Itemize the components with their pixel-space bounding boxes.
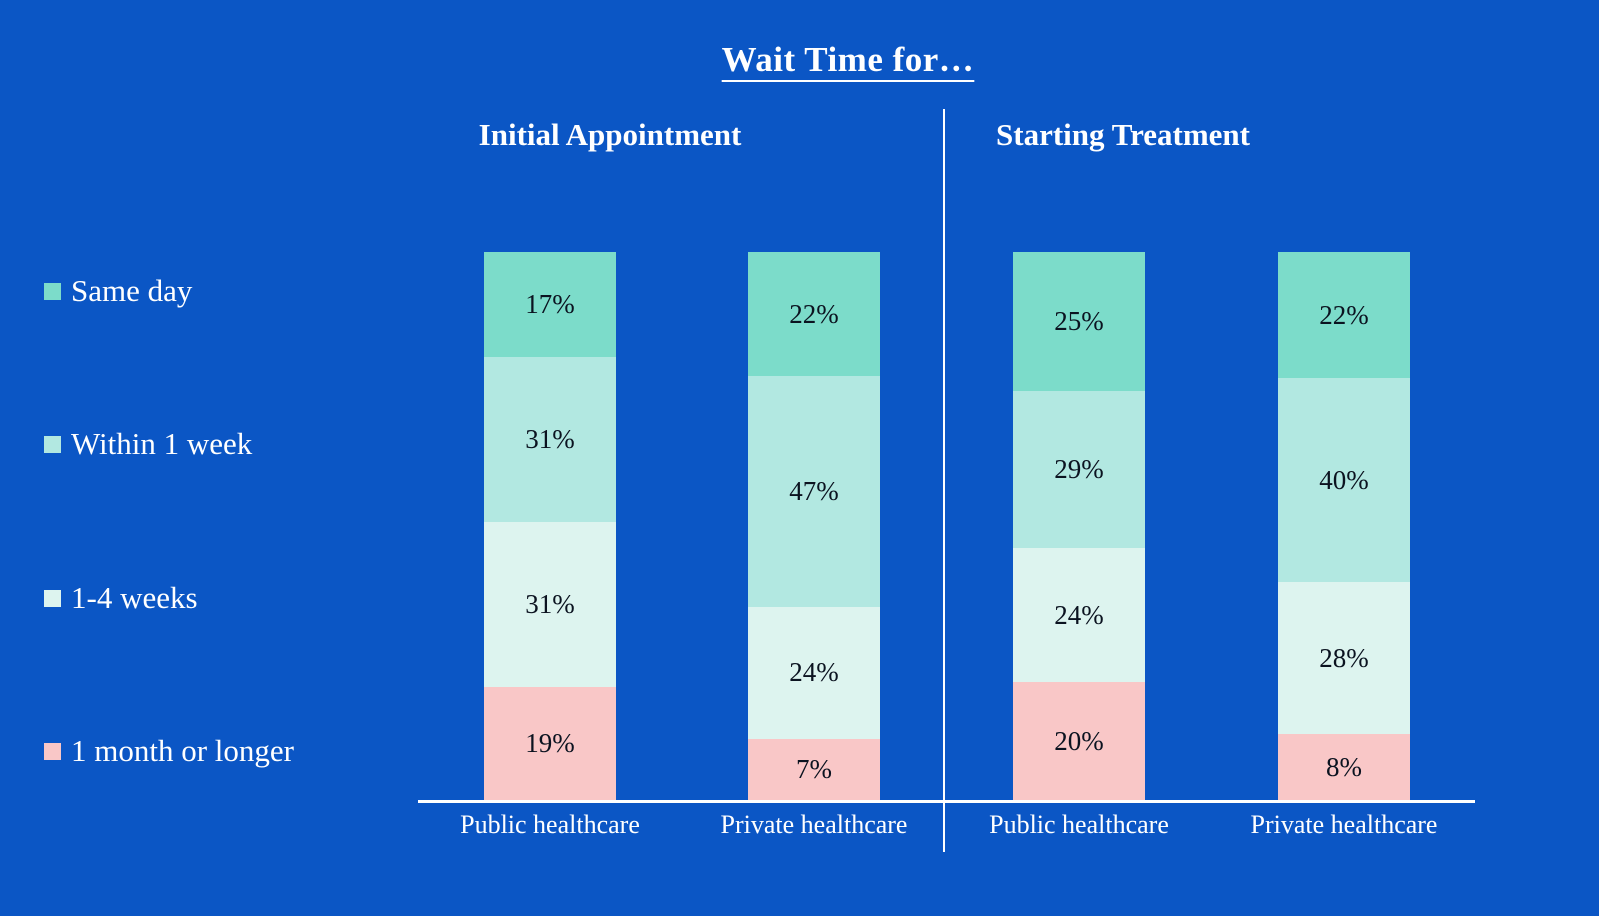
segment-value-label: 40% [1319,464,1369,495]
bar-segment-1-month-or-longer: 20% [1013,682,1145,800]
legend-item-same-day: Same day [44,273,192,309]
stacked-bar-starting-treatment-private-healthcare: 22% 40% 28% 8% [1278,252,1410,800]
bar-segment-same-day: 25% [1013,252,1145,392]
bar-segment-1-month-or-longer: 8% [1278,734,1410,800]
segment-value-label: 20% [1054,725,1104,756]
legend-label: Within 1 week [71,426,253,461]
segment-value-label: 25% [1054,306,1104,337]
bar-segment-within-1-week: 47% [748,376,880,607]
axis-label-starting-treatment-private-healthcare: Private healthcare [1250,810,1438,839]
legend-swatch-icon [44,742,61,760]
bar-segment-1-4-weeks: 24% [1013,547,1145,683]
segment-value-label: 17% [525,288,575,319]
bar-segment-within-1-week: 29% [1013,391,1145,548]
legend-item-1-4-weeks: 1-4 weeks [44,580,198,616]
bar-segment-1-month-or-longer: 7% [748,739,880,801]
segment-value-label: 22% [1319,299,1369,330]
bar-segment-1-month-or-longer: 19% [484,686,616,800]
legend-swatch-icon [44,589,61,607]
segment-value-label: 24% [789,657,839,688]
x-axis-line [418,800,1475,803]
bar-segment-within-1-week: 31% [484,356,616,522]
segment-value-label: 31% [525,423,575,454]
axis-label-initial-appointment-public-healthcare: Public healthcare [460,810,640,839]
legend-label: 1 month or longer [71,733,294,768]
axis-label-initial-appointment-private-healthcare: Private healthcare [720,810,908,839]
segment-value-label: 22% [789,298,839,329]
bar-segment-1-4-weeks: 28% [1278,582,1410,735]
segment-value-label: 19% [525,727,575,758]
bar-segment-same-day: 22% [748,252,880,377]
legend-label: 1-4 weeks [71,580,198,615]
bar-segment-within-1-week: 40% [1278,378,1410,583]
bar-segment-same-day: 22% [1278,252,1410,379]
legend-item-1-month-or-longer: 1 month or longer [44,733,294,769]
chart-title: Wait Time for… [721,40,975,79]
segment-value-label: 24% [1054,599,1104,630]
segment-value-label: 31% [525,588,575,619]
group-header-starting-treatment: Starting Treatment [996,117,1250,152]
legend-swatch-icon [44,282,61,300]
segment-value-label: 8% [1326,751,1362,782]
stacked-bar-starting-treatment-public-healthcare: 25% 29% 24% 20% [1013,252,1145,800]
segment-value-label: 47% [789,475,839,506]
axis-label-starting-treatment-public-healthcare: Public healthcare [989,810,1169,839]
legend-item-within-1-week: Within 1 week [44,426,252,462]
segment-value-label: 28% [1319,642,1369,673]
stacked-bar-initial-appointment-public-healthcare: 17% 31% 31% 19% [484,252,616,800]
legend-label: Same day [71,273,193,308]
stacked-bar-initial-appointment-private-healthcare: 22% 47% 24% 7% [748,252,880,801]
bar-segment-1-4-weeks: 31% [484,521,616,687]
bar-segment-same-day: 17% [484,252,616,357]
bar-segment-1-4-weeks: 24% [748,606,880,740]
segment-value-label: 7% [796,754,832,785]
segment-value-label: 29% [1054,453,1104,484]
legend-swatch-icon [44,435,61,453]
group-header-initial-appointment: Initial Appointment [478,117,742,152]
group-divider-line [943,109,945,852]
